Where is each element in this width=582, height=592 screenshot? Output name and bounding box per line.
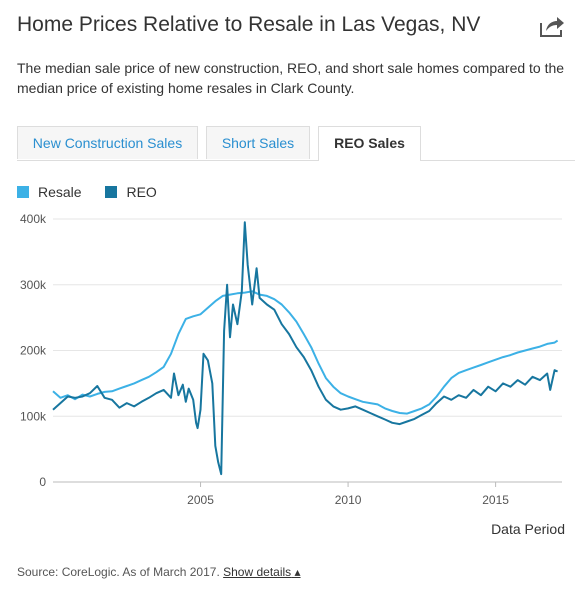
caret-up-icon: ▴ [294, 565, 301, 579]
legend-label-resale: Resale [38, 184, 82, 200]
legend-swatch-resale [17, 186, 29, 198]
y-tick-label: 100k [20, 409, 47, 423]
x-tick-label: 2005 [187, 493, 214, 507]
page-title: Home Prices Relative to Resale in Las Ve… [17, 13, 481, 36]
source-text: Source: CoreLogic. As of March 2017. [17, 565, 220, 579]
show-details-label: Show details [223, 565, 292, 579]
tab-new-construction-sales[interactable]: New Construction Sales [17, 126, 198, 159]
x-tick-label: 2015 [482, 493, 509, 507]
y-tick-label: 400k [20, 212, 47, 226]
source-note: Source: CoreLogic. As of March 2017. Sho… [17, 565, 301, 579]
legend-label-reo: REO [126, 184, 157, 200]
series-line-resale [52, 290, 559, 415]
chart-description: The median sale price of new constructio… [17, 60, 565, 96]
tab-reo-sales[interactable]: REO Sales [318, 126, 421, 161]
series-line-reo [52, 221, 558, 476]
tab-short-sales[interactable]: Short Sales [206, 126, 310, 159]
y-tick-label: 0 [39, 475, 46, 489]
x-axis-title: Data Period [491, 521, 565, 537]
legend-item-reo[interactable]: REO [105, 184, 157, 200]
tab-bar: New Construction Sales Short Sales REO S… [17, 126, 575, 161]
legend-item-resale[interactable]: Resale [17, 184, 82, 200]
legend: Resale REO [17, 184, 177, 201]
y-tick-label: 300k [20, 278, 47, 292]
show-details-link[interactable]: Show details ▴ [223, 565, 300, 579]
share-icon[interactable] [539, 14, 565, 38]
legend-swatch-reo [105, 186, 118, 198]
line-chart: 0 100k 200k 300k 400k 2005 2010 2015 [20, 212, 562, 507]
x-tick-label: 2010 [335, 493, 362, 507]
y-tick-label: 200k [20, 344, 47, 358]
